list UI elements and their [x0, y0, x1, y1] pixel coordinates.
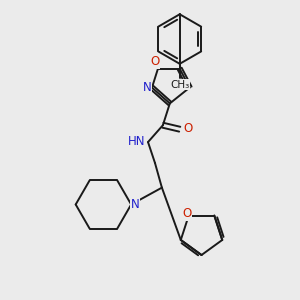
Text: O: O [183, 122, 192, 135]
Text: O: O [182, 207, 191, 220]
Text: CH₃: CH₃ [170, 80, 189, 90]
Text: N: N [131, 198, 140, 211]
Text: O: O [150, 55, 160, 68]
Text: N: N [143, 81, 152, 94]
Text: HN: HN [128, 135, 145, 148]
